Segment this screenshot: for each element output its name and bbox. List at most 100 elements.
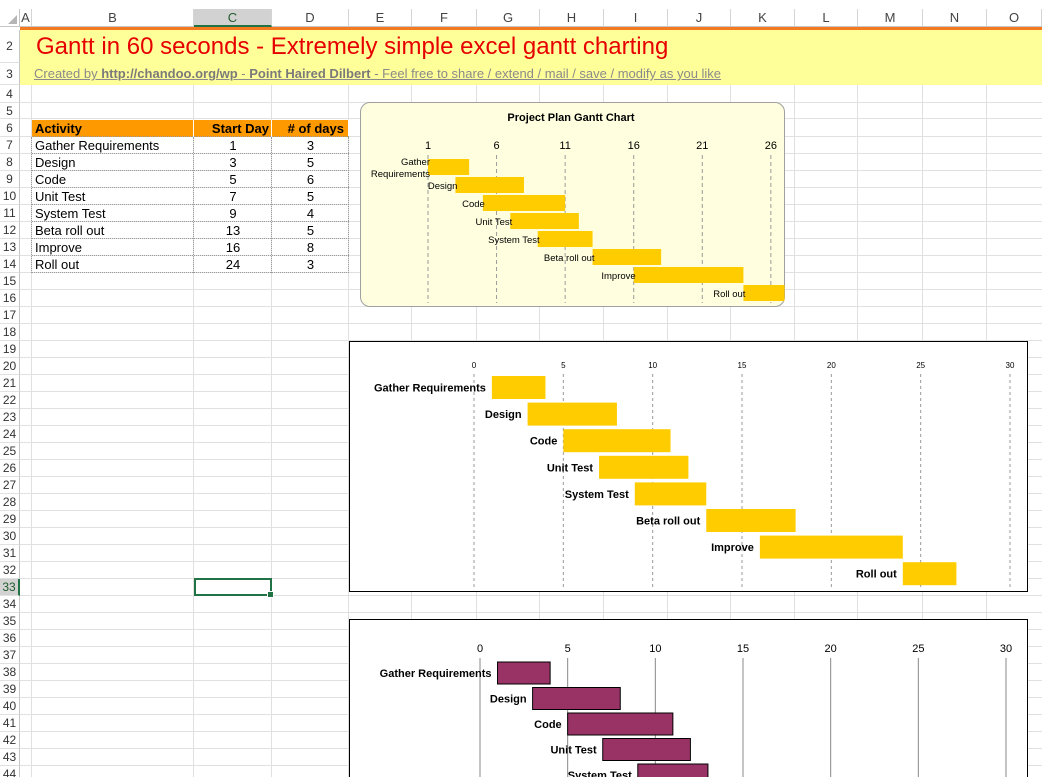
table-cell-num-days[interactable]: 3 [306,138,315,153]
row-header-26[interactable]: 26 [0,460,20,477]
row-header-31[interactable]: 31 [0,545,20,562]
row-header-12[interactable]: 12 [0,222,20,239]
table-cell-start-day[interactable]: 3 [229,155,237,170]
row-header-19[interactable]: 19 [0,341,20,358]
gantt-chart-1[interactable]: Project Plan Gantt Chart 1 6 11 16 21 26 Gather… [360,102,785,307]
table-cell-activity[interactable]: Design [35,155,76,170]
table-cell-start-day[interactable]: 16 [225,240,241,255]
table-header-activity[interactable]: Activity [32,120,194,137]
row-header-22[interactable]: 22 [0,392,20,409]
column-header-o[interactable]: O [987,9,1042,27]
row-header-13[interactable]: 13 [0,239,20,256]
row-header-44[interactable]: 44 [0,766,20,777]
column-header-h[interactable]: H [540,9,604,27]
row-header-41[interactable]: 41 [0,715,20,732]
row-header-27[interactable]: 27 [0,477,20,494]
category-label: Gather Requirements [374,383,486,395]
table-cell-num-days[interactable]: 5 [306,155,315,170]
row-header-43[interactable]: 43 [0,749,20,766]
table-cell-start-day[interactable]: 1 [229,138,237,153]
column-header-e[interactable]: E [349,9,412,27]
row-header-35[interactable]: 35 [0,613,20,630]
row-header-4[interactable]: 4 [0,85,20,103]
row-header-7[interactable]: 7 [0,137,20,154]
row-header-21[interactable]: 21 [0,375,20,392]
row-header-38[interactable]: 38 [0,664,20,681]
row-header-33[interactable]: 33 [0,579,20,596]
table-cell-activity[interactable]: System Test [35,206,106,221]
column-header-g[interactable]: G [477,9,540,27]
table-cell-num-days[interactable]: 5 [306,189,315,204]
column-header-d[interactable]: D [272,9,349,27]
row-header-9[interactable]: 9 [0,171,20,188]
sheet-subtitle[interactable]: Created by http://chandoo.org/wp - Point… [34,66,721,81]
row-header-32[interactable]: 32 [0,562,20,579]
row-header-24[interactable]: 24 [0,426,20,443]
gantt-chart-3[interactable]: 0 5 10 15 20 25 30 Gather Requirements Design Cod… [349,619,1028,777]
table-cell-activity[interactable]: Improve [35,240,82,255]
table-cell-activity[interactable]: Code [35,172,67,187]
row-header-3[interactable]: 3 [0,63,20,85]
column-header-c[interactable]: C [194,9,272,27]
table-cell-num-days[interactable]: 8 [306,240,315,255]
table-cell-start-day[interactable]: 13 [225,223,241,238]
subtitle-link[interactable]: http://chandoo.org/wp [101,66,238,81]
table-border [32,136,349,138]
table-cell-num-days[interactable]: 3 [306,257,315,272]
table-cell-activity[interactable]: Beta roll out [35,223,105,238]
column-header-n[interactable]: N [923,9,987,27]
x-tick-label: 1 [425,140,431,152]
row-header-2[interactable]: 2 [0,30,20,63]
sheet-title[interactable]: Gantt in 60 seconds - Extremely simple e… [36,33,669,60]
column-header-b[interactable]: B [32,9,194,27]
table-cell-num-days[interactable]: 4 [306,206,315,221]
row-header-10[interactable]: 10 [0,188,20,205]
row-header-29[interactable]: 29 [0,511,20,528]
table-header-start-day[interactable]: Start Day [194,120,272,137]
table-cell-activity[interactable]: Unit Test [35,189,86,204]
column-header-j[interactable]: J [668,9,731,27]
row-header-30[interactable]: 30 [0,528,20,545]
table-cell-start-day[interactable]: 7 [229,189,237,204]
table-cell-activity[interactable]: Roll out [35,257,80,272]
column-header-m[interactable]: M [858,9,923,27]
row-header-40[interactable]: 40 [0,698,20,715]
row-header-23[interactable]: 23 [0,409,20,426]
row-header-8[interactable]: 8 [0,154,20,171]
row-header-6[interactable]: 6 [0,119,20,137]
row-header-20[interactable]: 20 [0,358,20,375]
active-cell-c33[interactable] [194,578,274,598]
row-header-34[interactable]: 34 [0,596,20,613]
row-header-18[interactable]: 18 [0,324,20,341]
column-header-f[interactable]: F [412,9,477,27]
select-all-corner[interactable] [0,9,20,27]
row-header-42[interactable]: 42 [0,732,20,749]
column-header-k[interactable]: K [731,9,795,27]
grid-hline [20,595,1042,596]
table-cell-start-day[interactable]: 5 [229,172,237,187]
gantt-bar [592,249,662,265]
column-header-l[interactable]: L [795,9,858,27]
row-header-15[interactable]: 15 [0,273,20,290]
row-header-5[interactable]: 5 [0,103,20,119]
table-cell-start-day[interactable]: 9 [229,206,237,221]
row-header-36[interactable]: 36 [0,630,20,647]
gantt-chart-2[interactable]: 0 5 10 15 20 25 30 Gather Requirements Design Cod… [349,341,1028,592]
column-header-i[interactable]: I [604,9,668,27]
table-header-num-days[interactable]: # of days [272,120,349,137]
row-header-14[interactable]: 14 [0,256,20,273]
row-header-16[interactable]: 16 [0,290,20,307]
table-cell-num-days[interactable]: 5 [306,223,315,238]
row-header-17[interactable]: 17 [0,307,20,324]
column-header-a[interactable]: A [20,9,32,27]
row-header-11[interactable]: 11 [0,205,20,222]
gantt-bar [706,509,796,532]
row-header-25[interactable]: 25 [0,443,20,460]
table-cell-start-day[interactable]: 24 [225,257,241,272]
row-header-39[interactable]: 39 [0,681,20,698]
table-cell-activity[interactable]: Gather Requirements [35,138,160,153]
row-header-28[interactable]: 28 [0,494,20,511]
table-cell-num-days[interactable]: 6 [306,172,315,187]
row-header-37[interactable]: 37 [0,647,20,664]
